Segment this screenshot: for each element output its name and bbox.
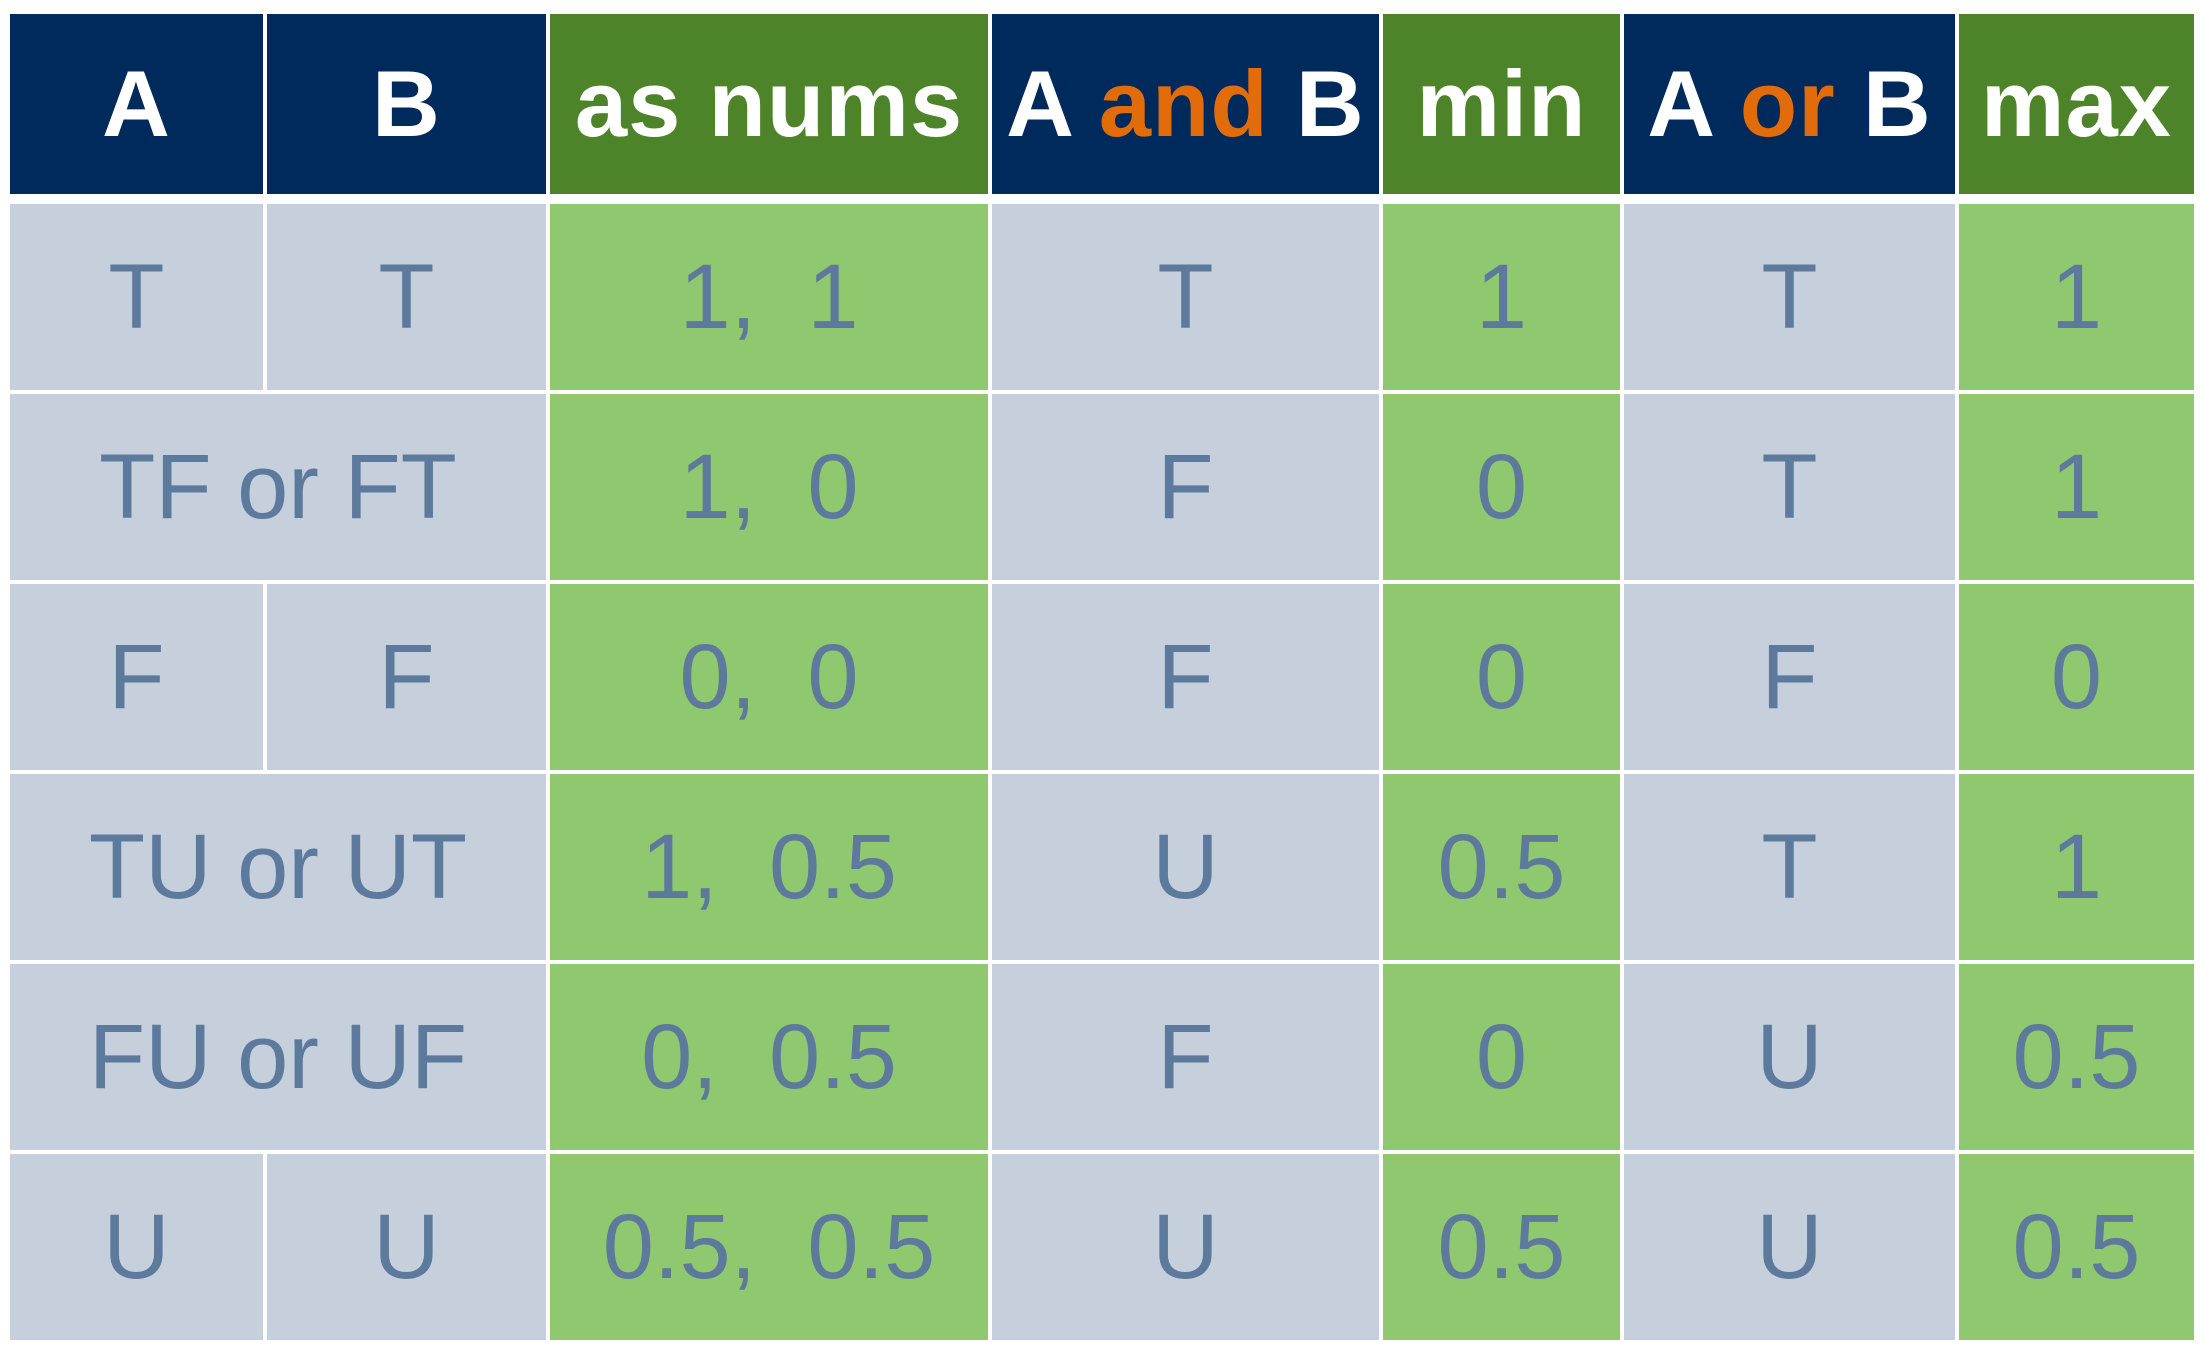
cell-b: F (267, 584, 550, 774)
cell-min: 0 (1383, 394, 1624, 584)
cell-max: 1 (1959, 774, 2194, 964)
cell-as-nums: 1, 0 (550, 394, 992, 584)
cell-and: T (992, 204, 1383, 394)
cell-or: T (1624, 774, 1959, 964)
header-as-nums: as nums (550, 14, 992, 204)
cell-as-nums: 0, 0 (550, 584, 992, 774)
cell-min: 0 (1383, 584, 1624, 774)
table-row: TF or FT 1, 0 F 0 T 1 (10, 394, 2194, 584)
cell-and: F (992, 584, 1383, 774)
header-or-right: B (1835, 51, 1932, 156)
cell-a: F (10, 584, 267, 774)
cell-b: U (267, 1154, 550, 1344)
header-b: B (267, 14, 550, 204)
header-or-left: A (1647, 51, 1740, 156)
header-max: max (1959, 14, 2194, 204)
cell-as-nums: 0, 0.5 (550, 964, 992, 1154)
cell-max: 0.5 (1959, 1154, 2194, 1344)
truth-table: A B as nums A and B min A or B max T T 1… (10, 14, 2194, 1344)
cell-or: U (1624, 1154, 1959, 1344)
cell-min: 0.5 (1383, 1154, 1624, 1344)
header-and-right: B (1268, 51, 1365, 156)
header-min: min (1383, 14, 1624, 204)
header-a-and-b: A and B (992, 14, 1383, 204)
cell-a: T (10, 204, 267, 394)
cell-as-nums: 1, 1 (550, 204, 992, 394)
cell-as-nums: 1, 0.5 (550, 774, 992, 964)
cell-max: 1 (1959, 204, 2194, 394)
cell-max: 0.5 (1959, 964, 2194, 1154)
cell-or: T (1624, 394, 1959, 584)
cell-as-nums: 0.5, 0.5 (550, 1154, 992, 1344)
cell-and: U (992, 774, 1383, 964)
cell-ab-merged: TF or FT (10, 394, 550, 584)
cell-or: T (1624, 204, 1959, 394)
cell-min: 0 (1383, 964, 1624, 1154)
cell-and: U (992, 1154, 1383, 1344)
table-row: TU or UT 1, 0.5 U 0.5 T 1 (10, 774, 2194, 964)
table-row: U U 0.5, 0.5 U 0.5 U 0.5 (10, 1154, 2194, 1344)
cell-a: U (10, 1154, 267, 1344)
cell-min: 1 (1383, 204, 1624, 394)
header-a: A (10, 14, 267, 204)
cell-min: 0.5 (1383, 774, 1624, 964)
cell-max: 0 (1959, 584, 2194, 774)
or-keyword: or (1739, 51, 1836, 156)
cell-b: T (267, 204, 550, 394)
cell-or: F (1624, 584, 1959, 774)
cell-or: U (1624, 964, 1959, 1154)
header-a-or-b: A or B (1624, 14, 1959, 204)
header-and-left: A (1006, 51, 1099, 156)
table-row: T T 1, 1 T 1 T 1 (10, 204, 2194, 394)
cell-ab-merged: FU or UF (10, 964, 550, 1154)
cell-and: F (992, 964, 1383, 1154)
header-row: A B as nums A and B min A or B max (10, 14, 2194, 204)
table-row: F F 0, 0 F 0 F 0 (10, 584, 2194, 774)
and-keyword: and (1098, 51, 1269, 156)
cell-ab-merged: TU or UT (10, 774, 550, 964)
cell-and: F (992, 394, 1383, 584)
cell-max: 1 (1959, 394, 2194, 584)
table-row: FU or UF 0, 0.5 F 0 U 0.5 (10, 964, 2194, 1154)
